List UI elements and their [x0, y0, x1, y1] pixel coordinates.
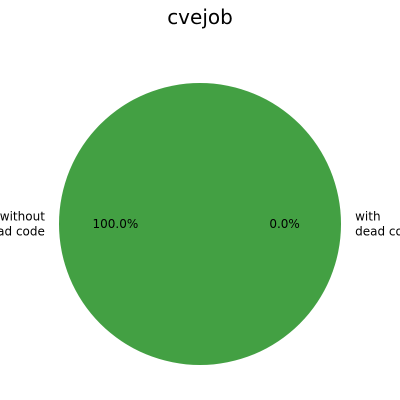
pct-label-without-dead-code: 100.0%: [93, 217, 139, 231]
category-label-line: dead code: [0, 225, 45, 239]
pie-slice-without-dead-code: [59, 83, 341, 365]
category-label-without-dead-code: withoutdead code: [0, 210, 45, 239]
category-label-line: without: [0, 210, 45, 224]
pie-slices: [59, 83, 341, 365]
category-label-line: dead code: [355, 225, 400, 239]
pct-label-with-dead-code: 0.0%: [269, 217, 300, 231]
category-label-line: with: [355, 210, 380, 224]
chart-title: cvejob: [167, 5, 233, 29]
